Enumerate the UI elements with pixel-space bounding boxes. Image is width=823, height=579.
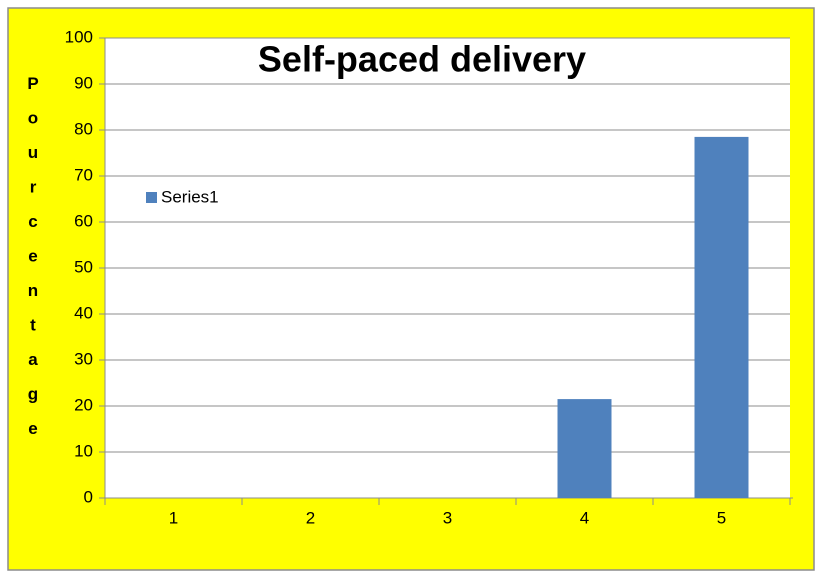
x-tick-label: 4: [580, 508, 589, 527]
y-tick-label: 60: [74, 211, 93, 230]
x-tick-label: 3: [443, 508, 452, 527]
y-tick-label: 90: [74, 73, 93, 92]
x-tick-label: 2: [306, 508, 315, 527]
y-tick-label: 80: [74, 119, 93, 138]
x-tick-label: 5: [717, 508, 726, 527]
bar: [694, 136, 749, 498]
x-tick-label: 1: [169, 508, 178, 527]
y-tick-label: 50: [74, 257, 93, 276]
bar: [557, 399, 612, 498]
y-tick-label: 30: [74, 349, 93, 368]
y-tick-label: 70: [74, 165, 93, 184]
y-tick-label: 100: [65, 27, 93, 46]
y-tick-label: 0: [84, 487, 93, 506]
legend-label: Series1: [161, 187, 219, 206]
y-tick-label: 20: [74, 395, 93, 414]
chart-title: Self-paced delivery: [258, 39, 586, 80]
legend-swatch: [146, 192, 157, 203]
y-tick-label: 10: [74, 441, 93, 460]
y-tick-label: 40: [74, 303, 93, 322]
